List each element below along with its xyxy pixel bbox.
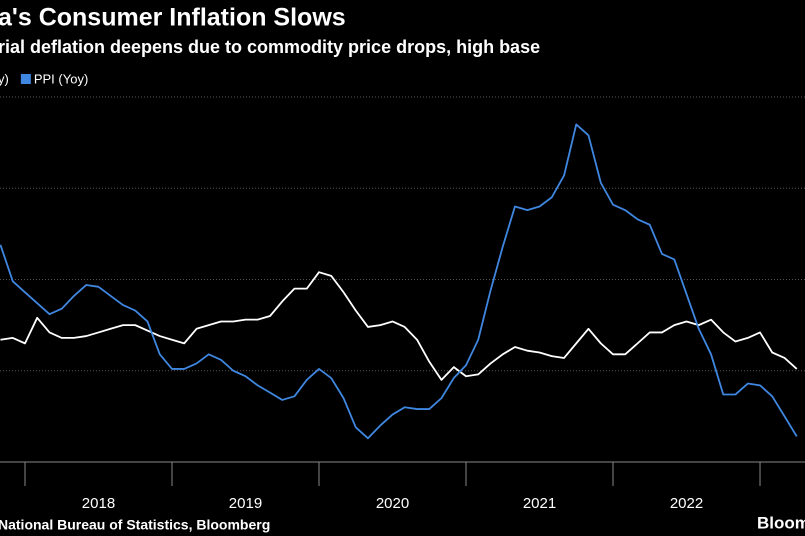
series-line bbox=[0, 123, 798, 440]
x-tick-label: 2022 bbox=[670, 495, 703, 512]
chart-title: a's Consumer Inflation Slows bbox=[0, 4, 346, 32]
legend-swatch bbox=[20, 74, 31, 84]
x-tick-label: 2020 bbox=[376, 495, 409, 512]
brand: Bloom bbox=[757, 513, 805, 532]
x-tick-label: 2021 bbox=[523, 495, 556, 512]
x-tick-label: 2018 bbox=[82, 495, 115, 512]
legend-label: y) bbox=[0, 71, 9, 86]
series-line bbox=[0, 271, 798, 381]
chart-subtitle: rial deflation deepens due to commodity … bbox=[0, 37, 540, 57]
x-tick-label: 2019 bbox=[229, 495, 262, 512]
legend-label: PPI (Yoy) bbox=[34, 71, 88, 86]
source: National Bureau of Statistics, Bloomberg bbox=[0, 517, 270, 533]
